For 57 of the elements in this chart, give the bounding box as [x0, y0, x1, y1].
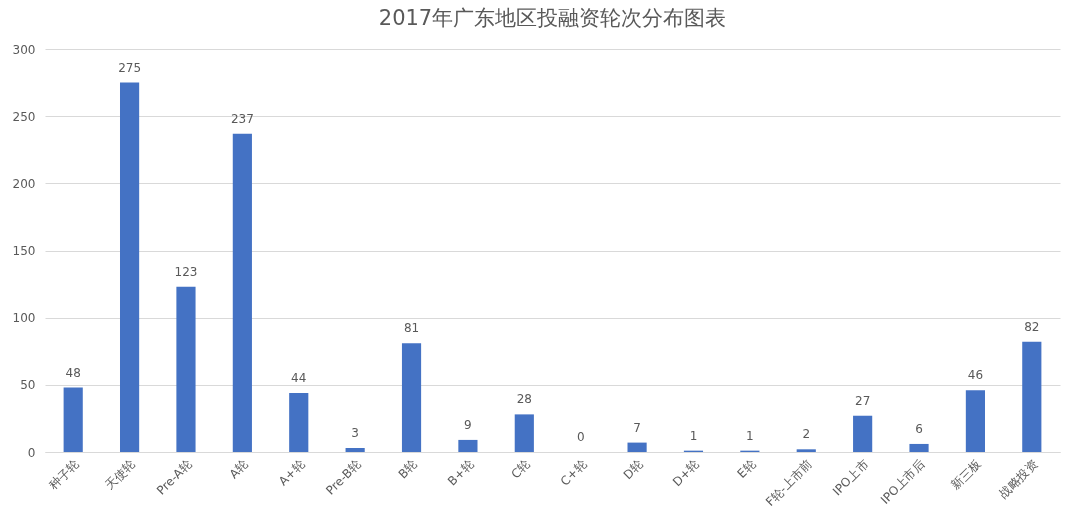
x-tick-label: D轮	[620, 457, 646, 483]
data-label: 1	[689, 428, 698, 443]
bar	[63, 387, 83, 452]
data-label: 48	[65, 365, 81, 380]
bar	[1022, 341, 1042, 452]
bar	[627, 442, 647, 452]
data-label: 6	[915, 421, 923, 436]
bar	[965, 390, 985, 452]
x-tick-label: F轮-上市前	[762, 457, 815, 509]
data-label: 275	[118, 60, 142, 75]
y-tick-label: 100	[12, 311, 36, 326]
x-tick-label: B轮	[395, 457, 421, 482]
data-label: 3	[351, 425, 359, 440]
data-label: 1	[746, 428, 754, 443]
bar	[514, 414, 534, 452]
x-tick-label: 天使轮	[102, 457, 139, 493]
x-tick-label: IPO上市	[829, 457, 872, 499]
bar	[796, 449, 816, 452]
data-label: 2	[802, 427, 811, 442]
x-tick-label: B+轮	[445, 457, 477, 489]
y-tick-label: 250	[12, 109, 36, 124]
bar	[909, 443, 929, 452]
x-tick-label: D+轮	[669, 457, 702, 490]
y-tick-label: 150	[12, 244, 36, 258]
bar	[401, 343, 422, 452]
x-tick-label: 新三板	[948, 457, 984, 493]
data-label: 27	[855, 393, 871, 408]
x-tick-label: IPO上市后	[877, 457, 928, 507]
x-tick-label: 战略投资	[996, 457, 1041, 501]
data-label: 9	[464, 417, 472, 432]
y-tick-label: 50	[20, 378, 36, 393]
bar	[345, 447, 365, 452]
bar	[176, 286, 196, 452]
x-tick-label: A轮	[226, 457, 251, 482]
x-tick-label: E轮	[734, 457, 759, 481]
chart-title: 2017年广东地区投融资轮次分布图表	[378, 6, 727, 30]
bar	[120, 82, 140, 452]
x-tick-label: C轮	[508, 457, 533, 482]
y-tick-label: 300	[12, 42, 36, 57]
data-label: 82	[1024, 319, 1040, 334]
data-label: 28	[516, 392, 532, 407]
data-label: 46	[967, 368, 984, 383]
data-label: 0	[576, 430, 585, 444]
x-tick-label: A+轮	[275, 457, 308, 489]
data-label: 7	[633, 420, 641, 435]
y-tick-label: 200	[12, 176, 36, 191]
y-tick-label: 0	[27, 445, 36, 460]
data-label: 237	[230, 111, 254, 126]
data-label: 123	[174, 264, 198, 279]
data-label: 44	[291, 370, 307, 385]
bar	[458, 439, 478, 452]
data-label: 81	[403, 321, 420, 336]
bar	[289, 392, 309, 452]
bar	[853, 415, 873, 452]
bar	[232, 133, 252, 452]
x-tick-label: C+轮	[557, 457, 590, 489]
x-tick-label: 种子轮	[46, 457, 82, 493]
